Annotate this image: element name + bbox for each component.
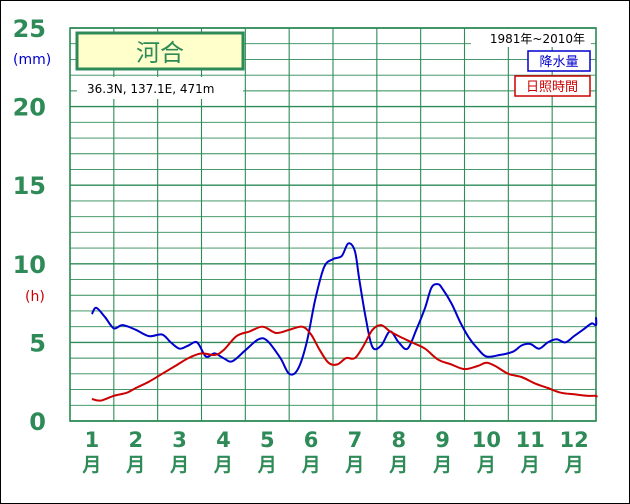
x-month-number: 8 (391, 428, 406, 452)
x-month-suffix: 月 (476, 454, 496, 476)
location-box (77, 77, 243, 99)
x-month-number: 12 (559, 428, 588, 452)
y-tick-label: 15 (13, 172, 46, 200)
period-box (471, 29, 591, 47)
y-tick-label: 20 (13, 94, 46, 122)
x-month-suffix: 月 (344, 454, 364, 476)
station-name-box (75, 31, 245, 71)
legend-precip-box (527, 50, 591, 72)
x-month-number: 6 (304, 428, 319, 452)
x-month-number: 9 (435, 428, 450, 452)
x-month-suffix: 月 (257, 454, 277, 476)
x-month-number: 3 (172, 428, 187, 452)
y-tick-labels: 0 5 10 15 20 25 (13, 15, 46, 436)
legend-precip-label: 降水量 (539, 55, 578, 70)
x-month-number: 7 (348, 428, 363, 452)
plot-border (69, 27, 597, 422)
x-month-number: 5 (260, 428, 275, 452)
station-location: 36.3N, 137.1E, 471m (87, 82, 214, 96)
x-month-suffix: 月 (520, 454, 540, 476)
x-month-number: 10 (472, 428, 501, 452)
x-month-suffix: 月 (432, 454, 452, 476)
x-month-number: 2 (128, 428, 143, 452)
x-month-suffix: 月 (81, 454, 101, 476)
y-tick-label: 25 (13, 15, 46, 43)
x-month-suffix: 月 (213, 454, 233, 476)
sunshine-series-line (91, 324, 598, 402)
y-tick-label: 0 (29, 408, 46, 436)
y-tick-label: 10 (13, 251, 46, 279)
station-name: 河合 (136, 39, 184, 67)
sunshine-unit-label: (h) (25, 289, 45, 305)
legend-sunshine-label: 日照時間 (526, 80, 578, 95)
precip-unit-label: (mm) (13, 52, 51, 68)
x-month-number: 11 (516, 428, 545, 452)
x-month-suffix: 月 (301, 454, 321, 476)
x-month-number: 4 (216, 428, 231, 452)
y-tick-label: 5 (29, 329, 46, 357)
precip-series-line (91, 242, 598, 376)
series-lines (91, 242, 598, 402)
x-month-suffix: 月 (388, 454, 408, 476)
x-month-suffix: 月 (125, 454, 145, 476)
period-label: 1981年~2010年 (490, 32, 585, 46)
x-month-suffix: 月 (169, 454, 189, 476)
x-month-suffix: 月 (564, 454, 584, 476)
legend-sunshine-box (514, 75, 591, 97)
x-month-number: 1 (85, 428, 100, 452)
grid (69, 27, 597, 422)
